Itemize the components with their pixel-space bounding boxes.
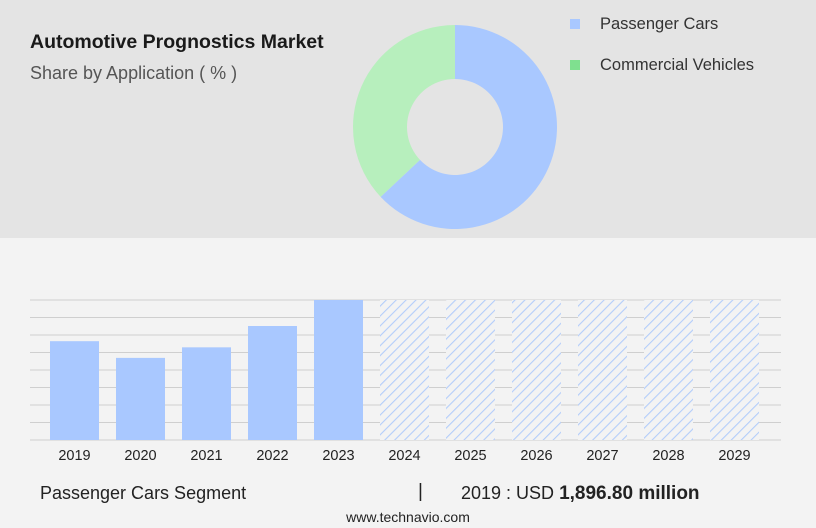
legend-swatch-passenger-cars — [570, 19, 580, 29]
x-tick-label-2025: 2025 — [454, 448, 486, 464]
x-tick-label-2027: 2027 — [586, 448, 618, 464]
donut-slice-passenger-cars — [380, 25, 557, 229]
x-tick-label-2028: 2028 — [652, 448, 684, 464]
legend-label-commercial-vehicles: Commercial Vehicles — [600, 56, 755, 74]
x-tick-label-2021: 2021 — [190, 448, 222, 464]
donut-chart — [353, 25, 557, 229]
footer-separator: | — [418, 481, 423, 502]
chart-title: Automotive Prognostics Market — [30, 31, 324, 53]
x-tick-label-2024: 2024 — [388, 448, 420, 464]
forecast-bar-2026 — [512, 300, 561, 440]
bar-2021 — [182, 347, 231, 440]
bar-2019 — [50, 341, 99, 440]
x-tick-label-2029: 2029 — [718, 448, 750, 464]
segment-value: 2019 : USD 1,896.80 million — [461, 483, 700, 505]
forecast-bar-2025 — [446, 300, 495, 440]
source-link[interactable]: www.technavio.com — [346, 509, 470, 525]
bar-chart: 2019 2020 2021 2022 2023 2024 2025 2026 2027 2028… — [30, 299, 781, 464]
forecast-bar-2024 — [380, 300, 429, 440]
bar-2020 — [116, 357, 165, 440]
forecast-bar-2028 — [644, 300, 693, 440]
x-tick-label-2023: 2023 — [322, 448, 354, 464]
segment-value-amount: 1,896.80 million — [559, 483, 700, 504]
x-tick-label-2022: 2022 — [256, 448, 288, 464]
x-tick-label-2019: 2019 — [58, 448, 90, 464]
segment-label: Passenger Cars Segment — [40, 483, 247, 503]
x-tick-label-2020: 2020 — [124, 448, 156, 464]
x-tick-label-2026: 2026 — [520, 448, 552, 464]
segment-value-prefix: 2019 : USD — [461, 483, 555, 503]
bar-2022 — [248, 326, 297, 440]
donut-slice-commercial-vehicles — [353, 25, 455, 197]
forecast-bar-2027 — [578, 300, 627, 440]
chart-subtitle: Share by Application ( % ) — [30, 63, 238, 83]
legend-label-passenger-cars: Passenger Cars — [600, 15, 719, 33]
bar-2023 — [314, 300, 363, 440]
legend-swatch-commercial-vehicles — [570, 60, 580, 70]
forecast-bar-2029 — [710, 300, 759, 440]
